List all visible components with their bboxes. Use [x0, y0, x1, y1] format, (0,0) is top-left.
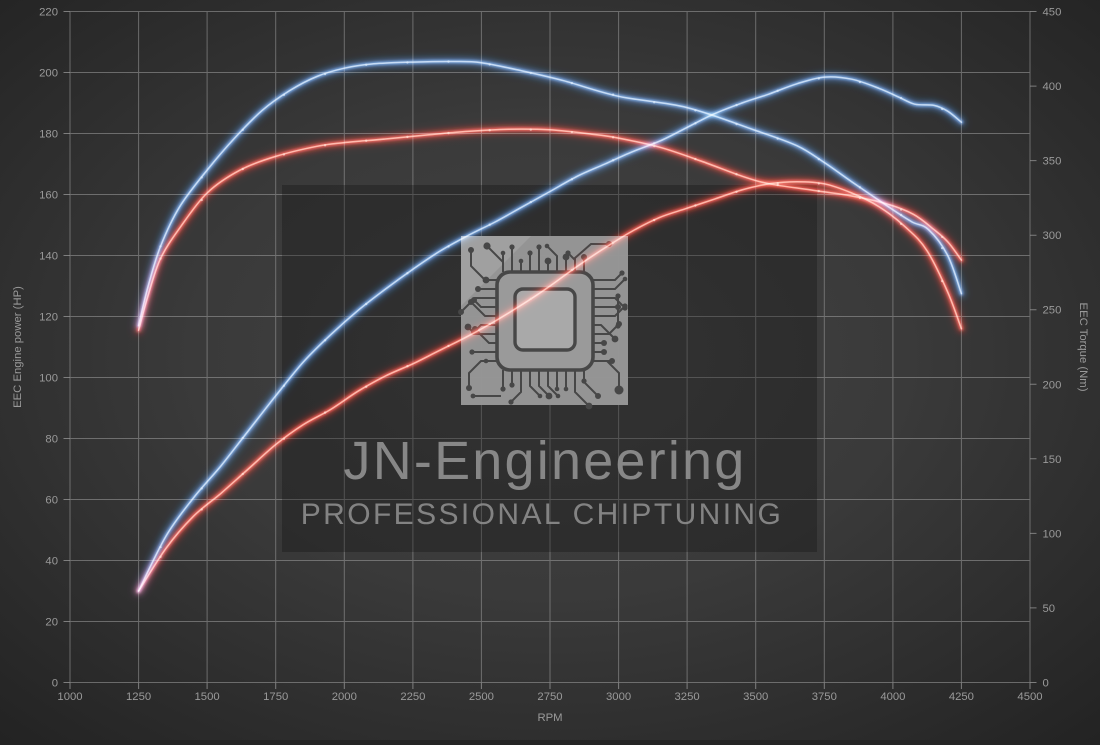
svg-text:220: 220	[39, 7, 58, 19]
svg-text:3000: 3000	[606, 691, 631, 703]
svg-text:3500: 3500	[743, 691, 768, 703]
svg-text:2000: 2000	[332, 691, 357, 703]
svg-text:160: 160	[39, 190, 58, 202]
svg-text:100: 100	[1043, 528, 1062, 540]
svg-text:200: 200	[39, 68, 58, 80]
svg-text:4500: 4500	[1017, 691, 1042, 703]
svg-text:4000: 4000	[880, 691, 905, 703]
svg-text:20: 20	[45, 617, 58, 629]
svg-text:3250: 3250	[675, 691, 700, 703]
svg-text:40: 40	[45, 556, 58, 568]
svg-text:EEC Engine power (HP): EEC Engine power (HP)	[12, 286, 24, 408]
svg-text:150: 150	[1043, 454, 1062, 466]
svg-text:400: 400	[1043, 81, 1062, 93]
svg-text:1500: 1500	[195, 691, 220, 703]
svg-text:100: 100	[39, 373, 58, 385]
svg-text:300: 300	[1043, 230, 1062, 242]
svg-text:350: 350	[1043, 156, 1062, 168]
svg-text:0: 0	[52, 678, 58, 690]
svg-text:1000: 1000	[57, 691, 82, 703]
svg-text:180: 180	[39, 129, 58, 141]
svg-text:RPM: RPM	[537, 712, 562, 724]
svg-text:80: 80	[45, 434, 58, 446]
svg-text:50: 50	[1043, 603, 1056, 615]
svg-text:PROFESSIONAL CHIPTUNING: PROFESSIONAL CHIPTUNING	[301, 498, 783, 531]
svg-text:1750: 1750	[263, 691, 288, 703]
svg-text:1250: 1250	[126, 691, 151, 703]
svg-text:60: 60	[45, 495, 58, 507]
svg-text:450: 450	[1043, 7, 1062, 19]
svg-text:2250: 2250	[400, 691, 425, 703]
svg-text:200: 200	[1043, 379, 1062, 391]
svg-text:120: 120	[39, 312, 58, 324]
svg-text:2500: 2500	[469, 691, 494, 703]
svg-text:0: 0	[1043, 678, 1049, 690]
svg-text:2750: 2750	[537, 691, 562, 703]
svg-text:EEC Torque (Nm): EEC Torque (Nm)	[1077, 303, 1089, 392]
svg-text:250: 250	[1043, 305, 1062, 317]
svg-text:3750: 3750	[812, 691, 837, 703]
svg-text:JN-Engineering: JN-Engineering	[344, 431, 747, 491]
svg-text:4250: 4250	[949, 691, 974, 703]
svg-text:140: 140	[39, 251, 58, 263]
